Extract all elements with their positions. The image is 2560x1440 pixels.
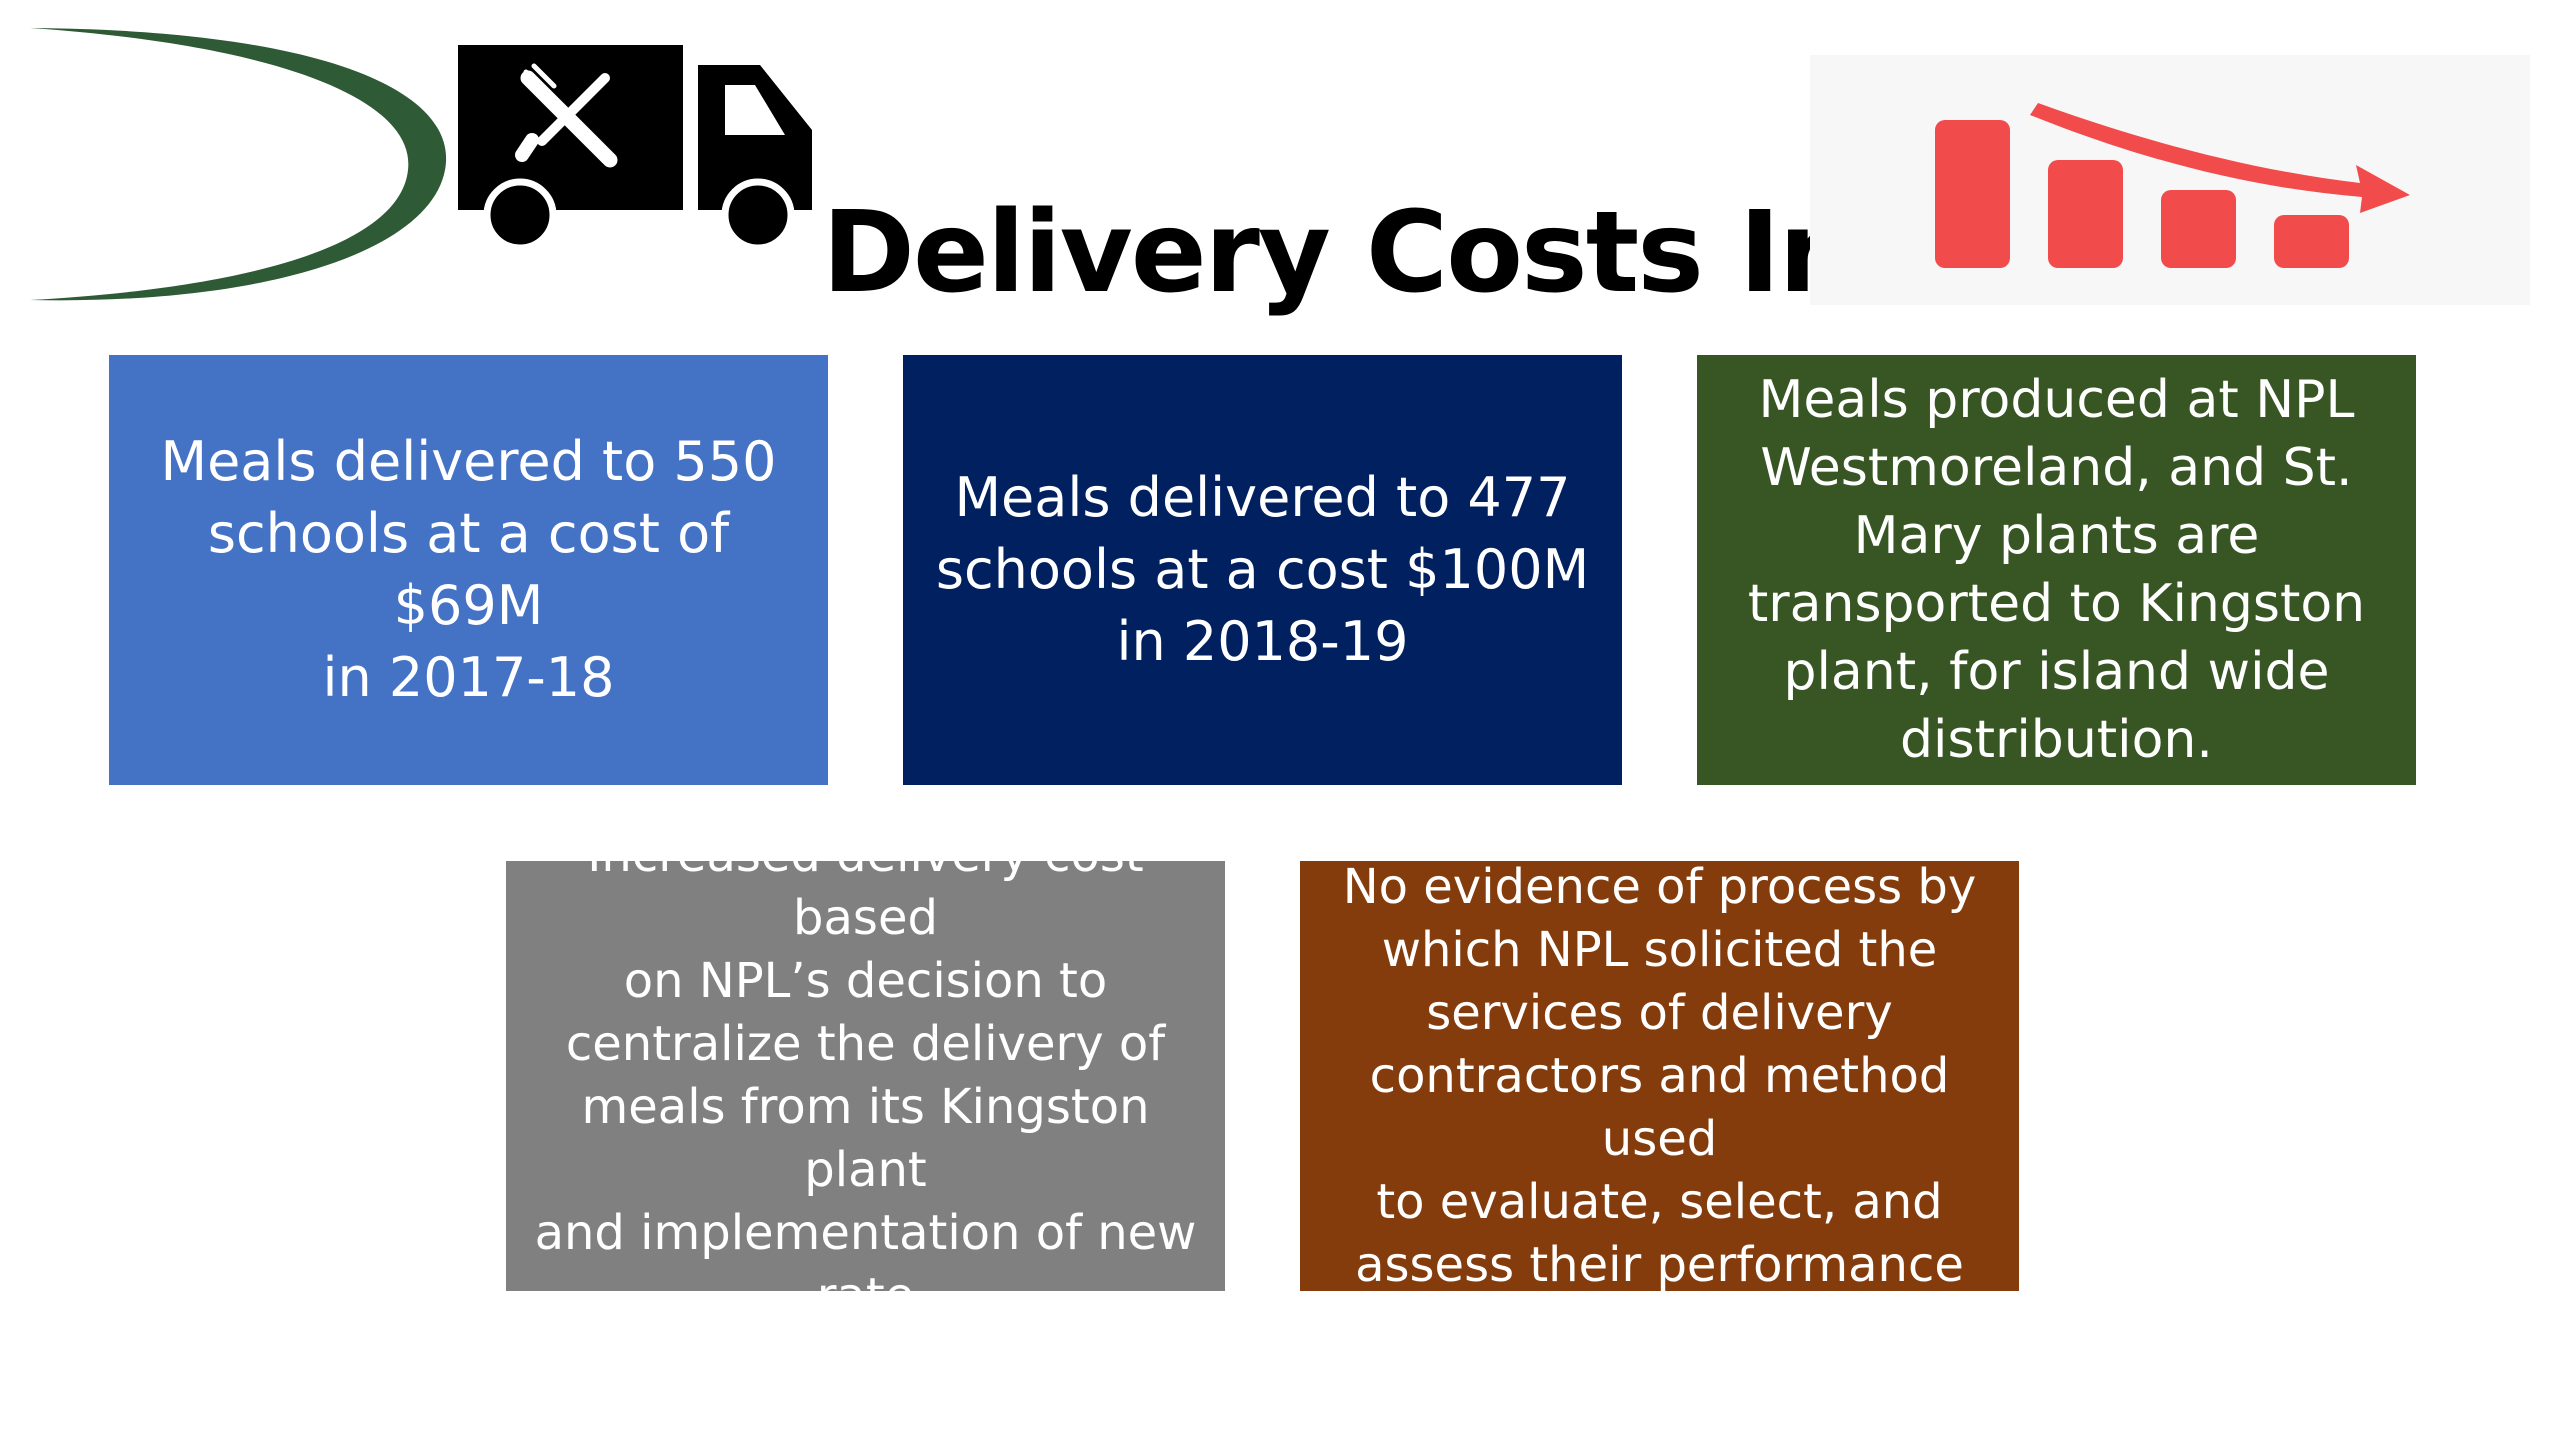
- box-line: schools at a cost $100M: [935, 538, 1590, 601]
- logo-swoosh-icon: [30, 28, 447, 301]
- box-line: Meals delivered to 550: [160, 430, 777, 493]
- box-line: centralize the delivery of: [565, 1016, 1166, 1072]
- box-line: to evaluate, select, and: [1376, 1173, 1943, 1230]
- box-line: plant, for island wide: [1783, 642, 2330, 702]
- info-box-plants-transport: Meals produced at NPL Westmoreland, and …: [1697, 355, 2416, 785]
- box-line: Mary plants are: [1853, 506, 2260, 566]
- declining-chart-icon: [1935, 103, 2410, 268]
- box-line: distribution.: [1900, 710, 2213, 770]
- box-line: Increased delivery cost based: [587, 827, 1144, 946]
- box-line: rate: [816, 1268, 915, 1324]
- box-line: in 2017-18: [322, 646, 615, 709]
- info-box-meals-2017-18: Meals delivered to 550 schools at a cost…: [109, 355, 828, 785]
- box-line: which NPL solicited the: [1381, 921, 1938, 978]
- box-line: in 2018-19: [1116, 610, 1409, 673]
- swoosh-shape: [30, 28, 447, 301]
- box-line: Meals produced at NPL: [1758, 370, 2355, 430]
- box-line: and implementation of new: [534, 1205, 1197, 1261]
- box-line: Westmoreland, and St.: [1760, 438, 2353, 498]
- box-line: Meals delivered to 477: [954, 466, 1571, 529]
- box-line: contractors and method used: [1369, 1047, 1950, 1167]
- box-line: No evidence of process by: [1342, 858, 1977, 915]
- delivery-truck-icon: [458, 45, 812, 250]
- box-line: meals from its Kingston plant: [581, 1079, 1150, 1198]
- box-line: assess their performance: [1355, 1236, 1964, 1293]
- info-box-centralized-delivery: Increased delivery cost based on NPL’s d…: [506, 827, 1225, 1324]
- box-line: schools at a cost of $69M: [207, 502, 730, 637]
- box-line: services of delivery: [1426, 984, 1893, 1041]
- info-box-no-evidence: No evidence of process by which NPL soli…: [1300, 859, 2019, 1293]
- info-box-meals-2018-19: Meals delivered to 477 schools at a cost…: [903, 355, 1622, 785]
- box-line: on NPL’s decision to: [623, 953, 1108, 1009]
- box-line: transported to Kingston: [1747, 574, 2366, 634]
